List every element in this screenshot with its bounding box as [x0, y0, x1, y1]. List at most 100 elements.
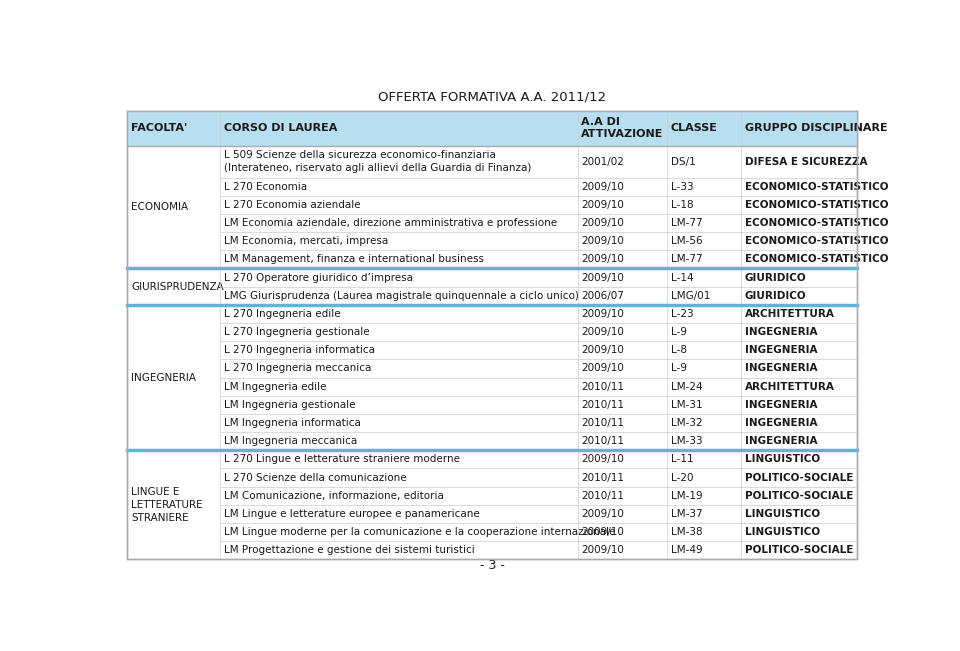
- Text: 2010/11: 2010/11: [581, 418, 624, 428]
- Text: L 270 Lingue e letterature straniere moderne: L 270 Lingue e letterature straniere mod…: [225, 454, 460, 464]
- Text: LM Economia, mercati, impresa: LM Economia, mercati, impresa: [225, 236, 389, 246]
- Text: LM Lingue moderne per la comunicazione e la cooperazione internazionale: LM Lingue moderne per la comunicazione e…: [225, 527, 615, 537]
- Text: LM Ingegneria informatica: LM Ingegneria informatica: [225, 418, 361, 428]
- Text: GIURIDICO: GIURIDICO: [745, 273, 806, 283]
- Text: L 270 Ingegneria edile: L 270 Ingegneria edile: [225, 309, 341, 319]
- Text: L-9: L-9: [670, 327, 686, 337]
- Text: 2009/10: 2009/10: [581, 255, 624, 264]
- Text: LM-32: LM-32: [670, 418, 702, 428]
- Text: L 270 Economia: L 270 Economia: [225, 182, 307, 191]
- Text: LM Economia aziendale, direzione amministrativa e professione: LM Economia aziendale, direzione amminis…: [225, 218, 558, 228]
- Text: LM-33: LM-33: [670, 436, 702, 446]
- Text: LM Ingegneria meccanica: LM Ingegneria meccanica: [225, 436, 357, 446]
- Text: LM-37: LM-37: [670, 509, 702, 519]
- Text: 2009/10: 2009/10: [581, 182, 624, 191]
- Text: DIFESA E SICUREZZA: DIFESA E SICUREZZA: [745, 157, 868, 167]
- Text: L 270 Ingegneria informatica: L 270 Ingegneria informatica: [225, 345, 375, 355]
- Text: L-11: L-11: [670, 454, 693, 464]
- Text: LM-56: LM-56: [670, 236, 702, 246]
- Text: OFFERTA FORMATIVA A.A. 2011/12: OFFERTA FORMATIVA A.A. 2011/12: [378, 90, 606, 104]
- Text: GIURISPRUDENZA: GIURISPRUDENZA: [132, 282, 224, 292]
- Text: A.A DI
ATTIVAZIONE: A.A DI ATTIVAZIONE: [581, 117, 663, 139]
- Text: LM Ingegneria edile: LM Ingegneria edile: [225, 381, 326, 392]
- Text: LM-24: LM-24: [670, 381, 702, 392]
- Text: 2009/10: 2009/10: [581, 200, 624, 210]
- Text: 2009/10: 2009/10: [581, 218, 624, 228]
- Text: L-23: L-23: [670, 309, 693, 319]
- Text: ECONOMIA: ECONOMIA: [132, 202, 188, 212]
- Text: 2009/10: 2009/10: [581, 509, 624, 519]
- Text: - 3 -: - 3 -: [480, 559, 504, 572]
- Text: 2010/11: 2010/11: [581, 381, 624, 392]
- Text: LMG Giurisprudenza (Laurea magistrale quinquennale a ciclo unico): LMG Giurisprudenza (Laurea magistrale qu…: [225, 291, 579, 301]
- Text: FACOLTA': FACOLTA': [132, 123, 187, 133]
- Bar: [128, 111, 856, 559]
- Text: 2010/11: 2010/11: [581, 473, 624, 482]
- Text: POLITICO-SOCIALE: POLITICO-SOCIALE: [745, 546, 853, 555]
- Text: CLASSE: CLASSE: [670, 123, 717, 133]
- Text: DS/1: DS/1: [670, 157, 695, 167]
- Text: L 270 Ingegneria meccanica: L 270 Ingegneria meccanica: [225, 363, 372, 374]
- Text: ECONOMICO-STATISTICO: ECONOMICO-STATISTICO: [745, 200, 888, 210]
- Text: 2010/11: 2010/11: [581, 491, 624, 501]
- Text: LM Lingue e letterature europee e panamericane: LM Lingue e letterature europee e paname…: [225, 509, 480, 519]
- Text: 2009/10: 2009/10: [581, 327, 624, 337]
- Text: LM-77: LM-77: [670, 218, 702, 228]
- Text: LM-49: LM-49: [670, 546, 702, 555]
- Text: LMG/01: LMG/01: [670, 291, 710, 301]
- Text: LM-31: LM-31: [670, 400, 702, 410]
- Text: INGEGNERIA: INGEGNERIA: [745, 327, 818, 337]
- Text: INGEGNERIA: INGEGNERIA: [132, 372, 196, 383]
- Text: L-14: L-14: [670, 273, 693, 283]
- Text: 2009/10: 2009/10: [581, 236, 624, 246]
- Text: LM Progettazione e gestione dei sistemi turistici: LM Progettazione e gestione dei sistemi …: [225, 546, 475, 555]
- Text: 2009/10: 2009/10: [581, 273, 624, 283]
- Text: INGEGNERIA: INGEGNERIA: [745, 400, 818, 410]
- Text: LM-19: LM-19: [670, 491, 702, 501]
- Text: 2010/11: 2010/11: [581, 436, 624, 446]
- Text: INGEGNERIA: INGEGNERIA: [745, 436, 818, 446]
- Text: L 270 Ingegneria gestionale: L 270 Ingegneria gestionale: [225, 327, 370, 337]
- Text: LM Management, finanza e international business: LM Management, finanza e international b…: [225, 255, 484, 264]
- Text: 2010/11: 2010/11: [581, 400, 624, 410]
- Text: CORSO DI LAUREA: CORSO DI LAUREA: [225, 123, 338, 133]
- Text: 2009/10: 2009/10: [581, 363, 624, 374]
- Text: INGEGNERIA: INGEGNERIA: [745, 345, 818, 355]
- Text: LINGUISTICO: LINGUISTICO: [745, 509, 820, 519]
- Text: LINGUISTICO: LINGUISTICO: [745, 527, 820, 537]
- Text: L-9: L-9: [670, 363, 686, 374]
- Text: INGEGNERIA: INGEGNERIA: [745, 418, 818, 428]
- Text: LM-38: LM-38: [670, 527, 702, 537]
- Text: ECONOMICO-STATISTICO: ECONOMICO-STATISTICO: [745, 236, 888, 246]
- Text: L-20: L-20: [670, 473, 693, 482]
- Text: L 270 Scienze della comunicazione: L 270 Scienze della comunicazione: [225, 473, 407, 482]
- Text: LM Ingegneria gestionale: LM Ingegneria gestionale: [225, 400, 355, 410]
- Text: L-8: L-8: [670, 345, 686, 355]
- Text: ARCHITETTURA: ARCHITETTURA: [745, 381, 835, 392]
- Bar: [128, 111, 856, 146]
- Text: 2009/10: 2009/10: [581, 454, 624, 464]
- Text: POLITICO-SOCIALE: POLITICO-SOCIALE: [745, 491, 853, 501]
- Text: 2001/02: 2001/02: [581, 157, 624, 167]
- Text: LM Comunicazione, informazione, editoria: LM Comunicazione, informazione, editoria: [225, 491, 444, 501]
- Text: ECONOMICO-STATISTICO: ECONOMICO-STATISTICO: [745, 218, 888, 228]
- Text: ARCHITETTURA: ARCHITETTURA: [745, 309, 835, 319]
- Text: ECONOMICO-STATISTICO: ECONOMICO-STATISTICO: [745, 255, 888, 264]
- Text: 2009/10: 2009/10: [581, 546, 624, 555]
- Text: INGEGNERIA: INGEGNERIA: [745, 363, 818, 374]
- Text: 2009/10: 2009/10: [581, 345, 624, 355]
- Text: 2009/10: 2009/10: [581, 527, 624, 537]
- Text: L 270 Operatore giuridico d’impresa: L 270 Operatore giuridico d’impresa: [225, 273, 413, 283]
- Text: LINGUE E
LETTERATURE
STRANIERE: LINGUE E LETTERATURE STRANIERE: [132, 486, 203, 523]
- Text: POLITICO-SOCIALE: POLITICO-SOCIALE: [745, 473, 853, 482]
- Text: 2006/07: 2006/07: [581, 291, 624, 301]
- Text: ECONOMICO-STATISTICO: ECONOMICO-STATISTICO: [745, 182, 888, 191]
- Text: L 509 Scienze della sicurezza economico-finanziaria
(Interateneo, riservato agli: L 509 Scienze della sicurezza economico-…: [225, 150, 532, 173]
- Text: GRUPPO DISCIPLINARE: GRUPPO DISCIPLINARE: [745, 123, 888, 133]
- Text: GIURIDICO: GIURIDICO: [745, 291, 806, 301]
- Text: LM-77: LM-77: [670, 255, 702, 264]
- Text: 2009/10: 2009/10: [581, 309, 624, 319]
- Text: L 270 Economia aziendale: L 270 Economia aziendale: [225, 200, 361, 210]
- Text: LINGUISTICO: LINGUISTICO: [745, 454, 820, 464]
- Text: L-18: L-18: [670, 200, 693, 210]
